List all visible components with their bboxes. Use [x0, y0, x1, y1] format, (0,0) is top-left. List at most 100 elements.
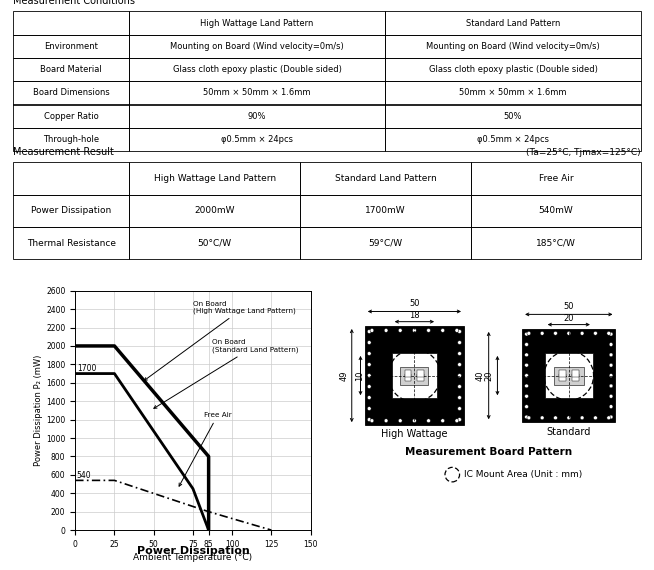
Circle shape	[458, 406, 462, 410]
Circle shape	[368, 406, 371, 410]
Circle shape	[525, 405, 528, 409]
Circle shape	[368, 352, 371, 356]
Text: Standard Land Pattern: Standard Land Pattern	[334, 174, 436, 183]
Circle shape	[527, 416, 531, 420]
Bar	[385, 11, 641, 35]
Bar	[405, 370, 411, 377]
Text: (Ta=25°C, Tjmax=125°C): (Ta=25°C, Tjmax=125°C)	[526, 148, 641, 157]
Text: Standard: Standard	[547, 426, 591, 437]
Bar	[129, 35, 385, 58]
Y-axis label: Power Dissipation P₂ (mW): Power Dissipation P₂ (mW)	[34, 355, 43, 466]
Text: 18: 18	[409, 311, 420, 320]
Text: Board Dimensions: Board Dimensions	[33, 88, 109, 97]
Circle shape	[455, 328, 458, 332]
Text: 1700: 1700	[77, 364, 96, 373]
Circle shape	[540, 331, 544, 335]
Circle shape	[609, 405, 613, 409]
Bar	[385, 128, 641, 151]
Text: 59°C/W: 59°C/W	[368, 239, 402, 248]
Text: 20: 20	[564, 314, 574, 323]
Circle shape	[567, 331, 571, 335]
Text: 50mm × 50mm × 1.6mm: 50mm × 50mm × 1.6mm	[203, 88, 311, 97]
Circle shape	[368, 385, 371, 389]
Circle shape	[609, 343, 613, 347]
Text: IC Mount Area (Unit : mm): IC Mount Area (Unit : mm)	[464, 470, 582, 479]
Circle shape	[567, 416, 571, 420]
Text: 50: 50	[564, 302, 574, 311]
Bar	[300, 227, 471, 259]
Text: Free Air: Free Air	[179, 412, 232, 486]
Text: High Wattage Land Pattern: High Wattage Land Pattern	[154, 174, 276, 183]
Bar	[559, 370, 566, 377]
Text: Board Material: Board Material	[41, 65, 102, 74]
Circle shape	[594, 416, 597, 420]
Text: Measurement Result: Measurement Result	[13, 146, 114, 157]
Bar	[405, 374, 411, 381]
Bar	[471, 162, 641, 195]
Bar	[13, 11, 129, 35]
Text: On Board
(High Wattage Land Pattern): On Board (High Wattage Land Pattern)	[145, 300, 296, 381]
Circle shape	[413, 419, 417, 422]
Circle shape	[368, 341, 371, 344]
Circle shape	[455, 419, 458, 422]
Bar	[385, 58, 641, 82]
Circle shape	[458, 374, 462, 377]
Text: 2000mW: 2000mW	[194, 206, 235, 215]
Text: 40: 40	[476, 370, 485, 381]
Circle shape	[525, 384, 528, 388]
Text: Power Dissipation: Power Dissipation	[31, 206, 111, 215]
Text: Measurement Board Pattern: Measurement Board Pattern	[405, 447, 572, 457]
Bar	[471, 227, 641, 259]
Circle shape	[540, 416, 544, 420]
Bar	[13, 104, 129, 128]
Circle shape	[458, 352, 462, 356]
Circle shape	[368, 363, 371, 367]
Circle shape	[553, 331, 557, 335]
Circle shape	[525, 332, 528, 336]
Text: Mounting on Board (Wind velocity=0m/s): Mounting on Board (Wind velocity=0m/s)	[426, 42, 600, 51]
Text: 185°C/W: 185°C/W	[536, 239, 576, 248]
Circle shape	[609, 394, 613, 398]
Circle shape	[525, 353, 528, 357]
Text: 540mW: 540mW	[538, 206, 573, 215]
Bar	[385, 104, 641, 128]
Text: Glass cloth epoxy plastic (Double sided): Glass cloth epoxy plastic (Double sided)	[428, 65, 598, 74]
Bar	[13, 195, 129, 227]
Circle shape	[458, 396, 462, 400]
Bar	[13, 128, 129, 151]
Circle shape	[441, 419, 445, 422]
Circle shape	[368, 374, 371, 377]
Circle shape	[553, 416, 557, 420]
Bar	[400, 367, 428, 385]
Text: 20: 20	[485, 370, 494, 381]
Circle shape	[525, 343, 528, 347]
Bar	[129, 195, 300, 227]
Circle shape	[527, 331, 531, 335]
Circle shape	[426, 419, 430, 422]
Bar	[129, 11, 385, 35]
Circle shape	[368, 329, 371, 333]
Text: Thermal Resistance: Thermal Resistance	[27, 239, 116, 248]
Bar	[572, 370, 579, 377]
Text: 540: 540	[77, 471, 92, 481]
Circle shape	[607, 416, 611, 420]
Circle shape	[370, 419, 374, 422]
Circle shape	[370, 328, 374, 332]
Circle shape	[525, 363, 528, 367]
Circle shape	[580, 416, 584, 420]
Text: 50mm × 50mm × 1.6mm: 50mm × 50mm × 1.6mm	[459, 88, 567, 97]
Bar	[129, 104, 385, 128]
Text: Standard Land Pattern: Standard Land Pattern	[466, 19, 560, 27]
Bar	[13, 35, 129, 58]
X-axis label: Ambient Temperature (°C): Ambient Temperature (°C)	[133, 553, 252, 562]
Circle shape	[607, 331, 611, 335]
Bar	[554, 367, 584, 385]
Bar	[13, 227, 129, 259]
Text: Glass cloth epoxy plastic (Double sided): Glass cloth epoxy plastic (Double sided)	[173, 65, 341, 74]
Circle shape	[609, 363, 613, 367]
Text: On Board
(Standard Land Pattern): On Board (Standard Land Pattern)	[154, 339, 298, 408]
Text: 1700mW: 1700mW	[365, 206, 405, 215]
Bar	[129, 128, 385, 151]
Circle shape	[458, 341, 462, 344]
Text: Through-hole: Through-hole	[43, 135, 99, 144]
